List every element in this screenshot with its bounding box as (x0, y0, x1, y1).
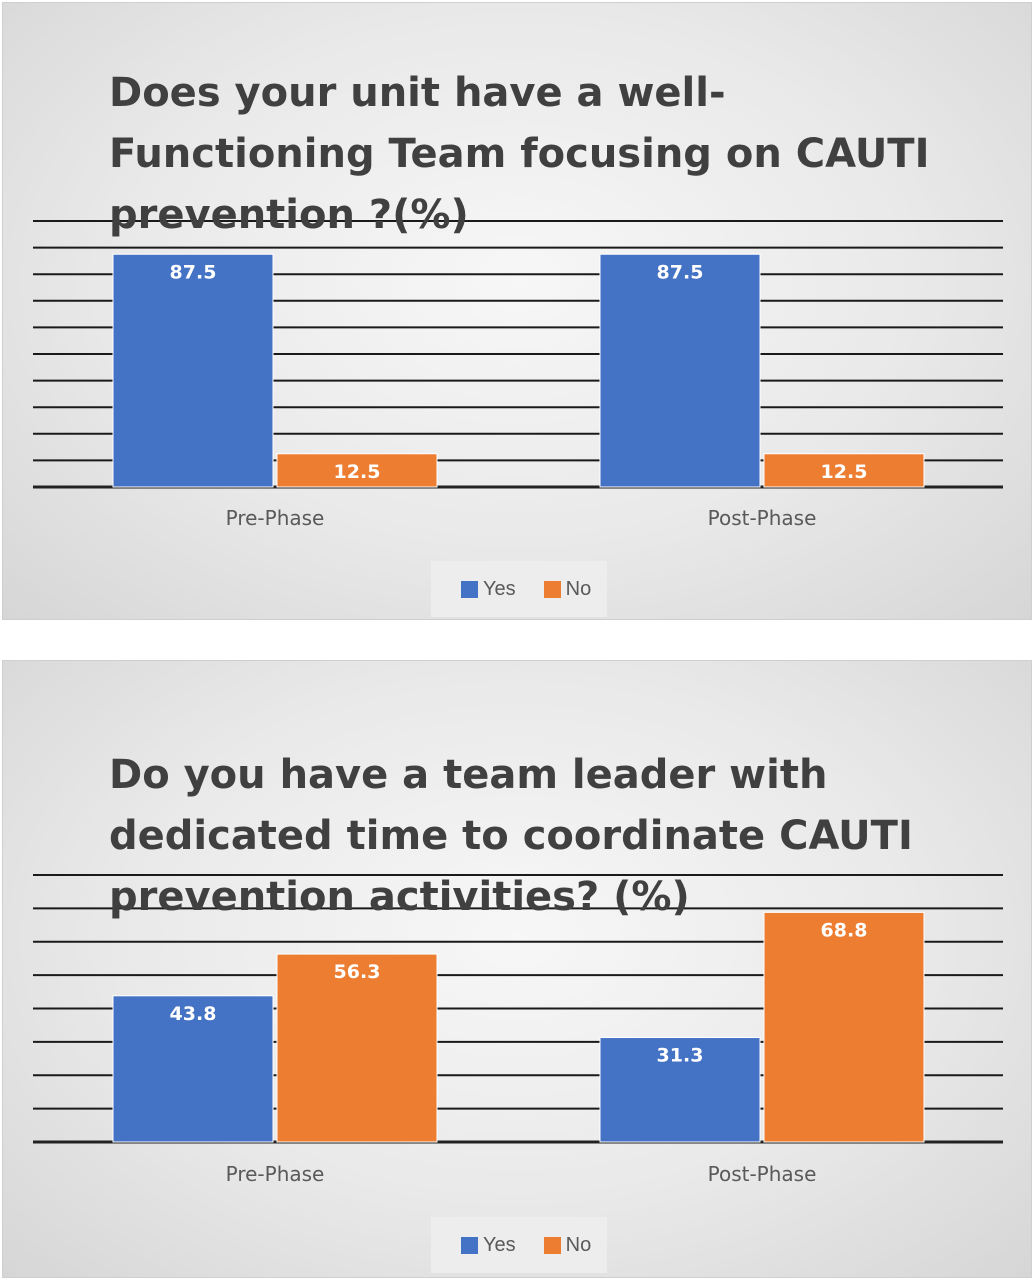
category-label: Post-Phase (708, 1162, 817, 1186)
bar-no-pre-phase (276, 453, 438, 488)
bar-yes-post-phase (599, 253, 761, 488)
category-label: Pre-Phase (226, 1162, 325, 1186)
legend-swatch-no (543, 580, 561, 598)
category-label: Post-Phase (708, 506, 817, 530)
bar-no-post-phase (763, 453, 925, 488)
chart-panel-2: Do you have a team leader with dedicated… (2, 660, 1032, 1278)
bar-chart: 87.5 12.5 Pre-Phase 87.5 12.5 Post-Phase (33, 220, 1003, 530)
data-label: 43.8 (170, 1003, 217, 1025)
bar-chart: 43.8 56.3 Pre-Phase 31.3 68.8 Post-Phase (33, 874, 1003, 1186)
legend-label-no: No (565, 1233, 592, 1256)
legend-item-no: No (543, 577, 592, 601)
legend-swatch-yes (461, 1236, 478, 1254)
bar-no-post-phase (763, 911, 925, 1143)
legend: Yes No (431, 561, 607, 617)
bar-yes-post-phase (599, 1037, 761, 1143)
data-label: 87.5 (170, 261, 217, 283)
data-label: 87.5 (657, 261, 704, 283)
chart-panel-1: Does your unit have a well-Functioning T… (2, 2, 1032, 620)
bar-no-pre-phase (276, 953, 438, 1143)
legend-label-no: No (565, 577, 592, 600)
legend-label-yes: Yes (483, 577, 516, 600)
chart-title: Do you have a team leader with dedicated… (109, 752, 913, 920)
category-label: Pre-Phase (226, 506, 325, 530)
legend-swatch-yes (461, 580, 478, 598)
data-label: 12.5 (334, 461, 381, 483)
data-label: 31.3 (657, 1045, 704, 1067)
legend: Yes No (431, 1217, 607, 1273)
bar-yes-pre-phase (112, 995, 274, 1143)
bar-yes-pre-phase (112, 253, 274, 488)
legend-item-no: No (543, 1233, 592, 1257)
legend-item-yes: Yes (461, 1234, 516, 1257)
data-label: 12.5 (821, 461, 868, 483)
data-label: 56.3 (334, 961, 381, 983)
data-label: 68.8 (821, 919, 868, 941)
legend-label-yes: Yes (483, 1233, 516, 1256)
legend-item-yes: Yes (461, 578, 516, 601)
legend-swatch-no (543, 1236, 561, 1254)
chart-title: Does your unit have a well-Functioning T… (109, 70, 930, 238)
